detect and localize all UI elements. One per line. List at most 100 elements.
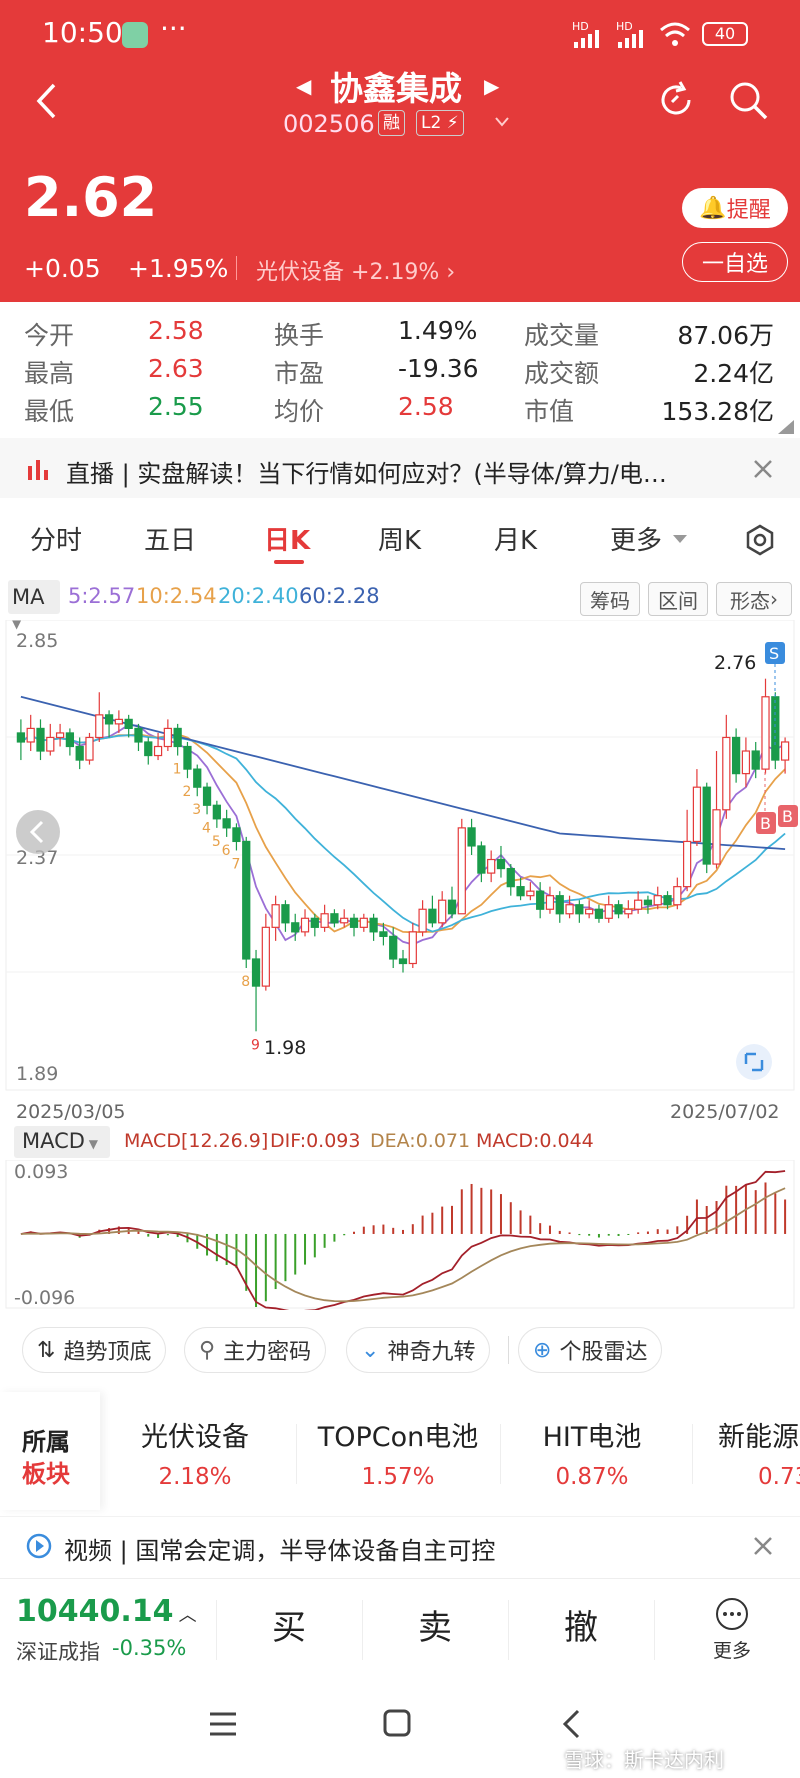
level2-tag[interactable]: L2 ⚡ bbox=[416, 110, 464, 136]
prev-stock-icon[interactable]: ◀ bbox=[296, 74, 312, 98]
tab-weekly-k[interactable]: 周K bbox=[378, 526, 422, 556]
play-icon bbox=[26, 1533, 52, 1559]
index-ticker[interactable]: 10440.14 ︿ bbox=[16, 1594, 197, 1629]
candle bbox=[496, 845, 506, 878]
close-icon[interactable] bbox=[752, 458, 774, 480]
pattern-button[interactable]: 形态 › bbox=[716, 582, 792, 616]
candle-body bbox=[389, 935, 398, 960]
fullscreen-icon[interactable] bbox=[736, 1044, 772, 1080]
key-icon: ⚲ bbox=[199, 1337, 216, 1363]
chevron-down-icon[interactable] bbox=[494, 116, 510, 128]
settings-hexagon-icon[interactable] bbox=[744, 524, 776, 556]
home-nav-icon[interactable] bbox=[382, 1708, 412, 1738]
video-news-banner[interactable]: 视频 | 国常会定调，半导体设备自主可控 bbox=[0, 1516, 800, 1572]
sector-item[interactable]: 新能源 0.73 bbox=[718, 1415, 800, 1490]
high-value: 2.63 bbox=[148, 354, 204, 383]
sector-item[interactable]: HIT电池 0.87% bbox=[512, 1415, 672, 1490]
candle-body bbox=[359, 917, 368, 928]
candle-body bbox=[183, 745, 192, 770]
macd-params: MACD[12.26.9] bbox=[124, 1130, 269, 1152]
tab-more[interactable]: 更多 bbox=[610, 526, 663, 556]
remind-button[interactable]: 🔔 提醒 bbox=[682, 188, 788, 228]
back-nav-icon[interactable] bbox=[560, 1708, 582, 1740]
candle bbox=[242, 836, 251, 969]
candle bbox=[183, 741, 192, 779]
low-value: 2.55 bbox=[148, 392, 204, 421]
battery-level: 40 bbox=[714, 24, 736, 43]
tab-daily-k[interactable]: 日K bbox=[264, 526, 311, 556]
tab-5day[interactable]: 五日 bbox=[144, 526, 197, 556]
back-icon[interactable] bbox=[34, 82, 58, 120]
candle-body bbox=[95, 714, 104, 739]
sector-pct: 0.73 bbox=[758, 1464, 800, 1490]
chip-button[interactable]: 筹码 bbox=[580, 582, 640, 616]
wifi-icon bbox=[660, 22, 690, 46]
avg-value: 2.58 bbox=[398, 392, 454, 421]
next-stock-icon[interactable]: ▶ bbox=[484, 74, 500, 98]
video-news-text: 视频 | 国常会定调，半导体设备自主可控 bbox=[64, 1537, 496, 1565]
macd-histogram bbox=[29, 1182, 787, 1307]
trend-tool-button[interactable]: ⇅ 趋势顶底 bbox=[22, 1327, 167, 1373]
ma-selector[interactable]: MA ▼ bbox=[8, 580, 60, 631]
scroll-left-button[interactable] bbox=[16, 810, 60, 854]
candle-body bbox=[340, 917, 349, 924]
radar-tool-button[interactable]: ⊕ 个股雷达 bbox=[518, 1327, 663, 1373]
ma5-line bbox=[20, 723, 786, 946]
sell-button[interactable]: 卖 bbox=[418, 1608, 452, 1648]
macd-selector[interactable]: MACD ▼ bbox=[14, 1126, 110, 1158]
candle bbox=[379, 922, 388, 946]
expand-corner-icon[interactable] bbox=[776, 420, 796, 436]
candle bbox=[349, 913, 359, 937]
menu-nav-icon[interactable] bbox=[208, 1710, 238, 1738]
sector-item[interactable]: 光伏设备 2.18% bbox=[120, 1415, 270, 1490]
candle-body bbox=[428, 908, 437, 924]
ma5-value: 5:2.57 bbox=[68, 584, 136, 608]
candle bbox=[447, 886, 457, 919]
refresh-icon[interactable] bbox=[656, 80, 696, 120]
open-label: 今开 bbox=[24, 321, 75, 350]
capital-tool-button[interactable]: ⚲ 主力密码 bbox=[184, 1327, 327, 1373]
close-icon[interactable] bbox=[752, 1535, 774, 1557]
live-news-banner[interactable]: 直播 | 实盘解读！当下行情如何应对？(半导体/算力/电… bbox=[0, 438, 800, 498]
candle bbox=[702, 782, 711, 874]
buy-button[interactable]: 买 bbox=[272, 1608, 306, 1648]
candle-body bbox=[702, 786, 711, 865]
candle-body bbox=[467, 827, 476, 847]
range-button[interactable]: 区间 bbox=[648, 582, 708, 616]
candle bbox=[16, 719, 26, 761]
sector-name: HIT电池 bbox=[542, 1422, 642, 1453]
candle-body bbox=[447, 899, 457, 915]
sector-pct: 2.18% bbox=[158, 1464, 232, 1490]
cancel-order-button[interactable]: 撤 bbox=[564, 1608, 598, 1648]
add-watchlist-button[interactable]: 一自选 bbox=[682, 242, 788, 282]
capital-tool-label: 主力密码 bbox=[223, 1340, 312, 1365]
nine-seq-number: 2 bbox=[182, 784, 191, 800]
candle-body bbox=[634, 899, 643, 910]
nine-seq-number: 4 bbox=[202, 820, 211, 836]
candle bbox=[594, 904, 604, 923]
search-icon[interactable] bbox=[728, 80, 770, 122]
more-button[interactable]: 更多 bbox=[702, 1596, 762, 1663]
candle-body bbox=[212, 804, 221, 820]
nine-turn-tool-button[interactable]: ⌄ 神奇九转 bbox=[346, 1327, 491, 1373]
sector-item[interactable]: TOPCon电池 1.57% bbox=[308, 1415, 488, 1490]
divider bbox=[654, 1600, 655, 1660]
tab-intraday[interactable]: 分时 bbox=[30, 526, 83, 556]
divider bbox=[236, 256, 237, 280]
candle bbox=[477, 841, 486, 883]
dea-line bbox=[20, 1187, 786, 1303]
candle bbox=[751, 741, 760, 779]
sector-link[interactable]: 光伏设备 +2.19% › bbox=[256, 254, 455, 286]
tab-monthly-k[interactable]: 月K bbox=[494, 526, 538, 556]
divider bbox=[692, 1424, 693, 1484]
nine-seq-number: 6 bbox=[222, 843, 231, 859]
divider bbox=[508, 1336, 509, 1364]
candle bbox=[565, 895, 574, 919]
macd-chart[interactable]: 0.093 -0.096 bbox=[0, 1160, 800, 1310]
candle-body bbox=[477, 845, 486, 874]
candle bbox=[75, 737, 84, 770]
high-label: 最高 bbox=[24, 359, 75, 388]
candle bbox=[487, 850, 496, 883]
candle bbox=[55, 723, 65, 747]
